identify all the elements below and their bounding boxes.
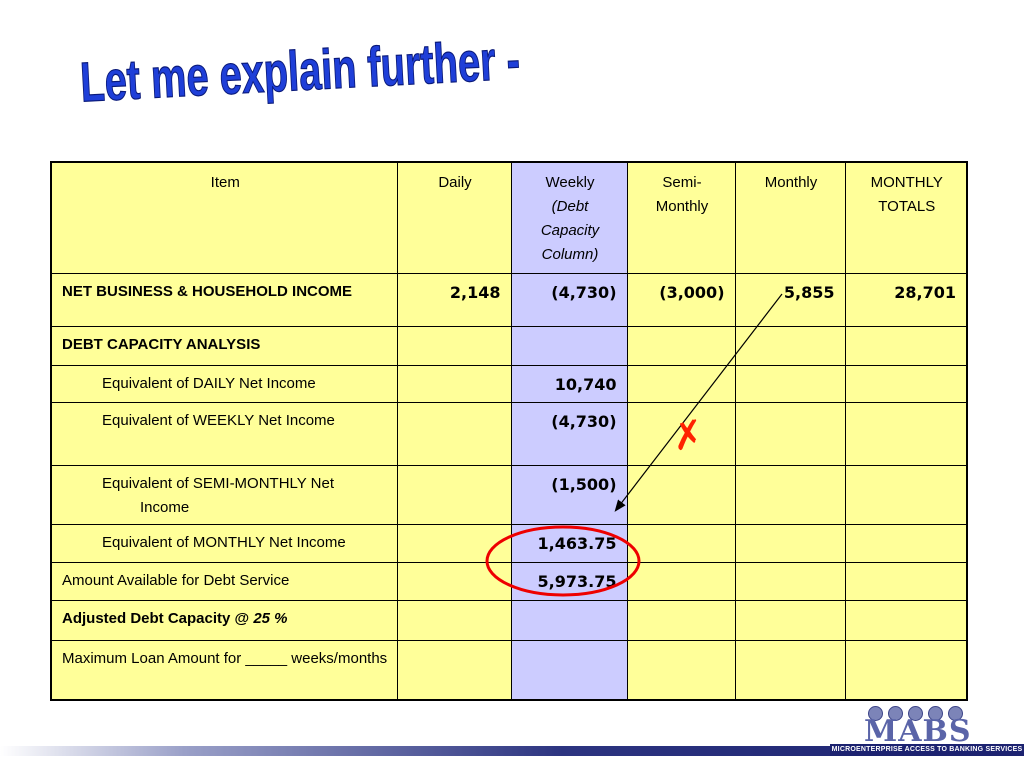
table-row: Equivalent of DAILY Net Income 10,740 (50, 364, 968, 403)
slide-title: Let me explain further - (70, 30, 530, 110)
cell (510, 599, 628, 641)
net-income-totals: 28,701 (844, 272, 968, 327)
cell (626, 464, 736, 525)
logo-dots-icon (868, 706, 968, 726)
table-row: Adjusted Debt Capacity @ 25 % (50, 599, 968, 641)
cell (626, 599, 736, 641)
available-weekly: 5,973.75 (510, 561, 628, 601)
cell (734, 599, 846, 641)
table-row: Equivalent of MONTHLY Net Income 1,463.7… (50, 523, 968, 563)
cell (396, 599, 512, 641)
cell (626, 364, 736, 403)
row-label-eq-monthly: Equivalent of MONTHLY Net Income (50, 523, 398, 563)
cell (510, 325, 628, 366)
row-label-debt-capacity: DEBT CAPACITY ANALYSIS (50, 325, 398, 366)
cell (396, 325, 512, 366)
row-label-available: Amount Available for Debt Service (50, 561, 398, 601)
eq-semi-label-line1: Equivalent of SEMI-MONTHLY Net (102, 474, 335, 492)
cell (626, 325, 736, 366)
header-weekly: Weekly (Debt Capacity Column) (510, 161, 628, 274)
adjusted-label: Adjusted Debt Capacity @ (62, 609, 250, 627)
footer-bar (0, 746, 1024, 756)
row-label-net-income: NET BUSINESS & HOUSEHOLD INCOME (50, 272, 398, 327)
row-label-eq-weekly: Equivalent of WEEKLY Net Income (50, 401, 398, 466)
net-income-semi-monthly: (3,000) (626, 272, 736, 327)
net-income-monthly: 5,855 (734, 272, 846, 327)
cell (626, 561, 736, 601)
eq-semi-label-line2: Income (140, 498, 190, 516)
eq-daily-weekly: 10,740 (510, 364, 628, 403)
debt-capacity-table: Item Daily Weekly (Debt Capacity Column)… (50, 161, 968, 701)
cell (734, 364, 846, 403)
cell (626, 401, 736, 466)
table-row: NET BUSINESS & HOUSEHOLD INCOME 2,148 (4… (50, 272, 968, 327)
cell (734, 464, 846, 525)
net-income-daily: 2,148 (396, 272, 512, 327)
cell (396, 401, 512, 466)
header-monthly: Monthly (734, 161, 846, 274)
table-row: Equivalent of WEEKLY Net Income (4,730) (50, 401, 968, 466)
table-row: Amount Available for Debt Service 5,973.… (50, 561, 968, 601)
row-label-max-loan: Maximum Loan Amount for _____ weeks/mont… (50, 639, 398, 701)
header-row: Item Daily Weekly (Debt Capacity Column)… (50, 161, 968, 274)
cell (844, 364, 968, 403)
cell (844, 599, 968, 641)
cell (396, 464, 512, 525)
row-label-adjusted: Adjusted Debt Capacity @ 25 % (50, 599, 398, 641)
eq-weekly-weekly: (4,730) (510, 401, 628, 466)
eq-semi-weekly: (1,500) (510, 464, 628, 525)
header-daily: Daily (396, 161, 512, 274)
cell (844, 325, 968, 366)
cell (396, 364, 512, 403)
cell (510, 639, 628, 701)
cell (734, 523, 846, 563)
cell (844, 464, 968, 525)
cell (626, 639, 736, 701)
cell (734, 561, 846, 601)
table-row: DEBT CAPACITY ANALYSIS (50, 325, 968, 366)
header-weekly-sub: (Debt Capacity Column) (540, 198, 600, 263)
cell (844, 523, 968, 563)
cell (734, 325, 846, 366)
table-row: Maximum Loan Amount for _____ weeks/mont… (50, 639, 968, 701)
header-weekly-label: Weekly (545, 174, 595, 191)
row-label-eq-semi-monthly: Equivalent of SEMI-MONTHLY Net Income (50, 464, 398, 525)
header-semi-monthly: Semi-Monthly (626, 161, 736, 274)
table-row: Equivalent of SEMI-MONTHLY Net Income (1… (50, 464, 968, 525)
cell (844, 561, 968, 601)
logo-tagline: MICROENTERPRISE ACCESS TO BANKING SERVIC… (830, 744, 1024, 756)
cell (396, 639, 512, 701)
cell (396, 523, 512, 563)
cell (844, 401, 968, 466)
logo-mark: MABS (864, 714, 972, 749)
eq-monthly-weekly: 1,463.75 (510, 523, 628, 563)
net-income-weekly: (4,730) (510, 272, 628, 327)
cell (734, 401, 846, 466)
row-label-eq-daily: Equivalent of DAILY Net Income (50, 364, 398, 403)
slide-title-text: Let me explain further - (79, 30, 522, 110)
cell (734, 639, 846, 701)
header-monthly-totals: MONTHLY TOTALS (844, 161, 968, 274)
cell (396, 561, 512, 601)
header-item: Item (50, 161, 398, 274)
cell (844, 639, 968, 701)
cell (626, 523, 736, 563)
adjusted-percent: 25 % (253, 609, 288, 627)
